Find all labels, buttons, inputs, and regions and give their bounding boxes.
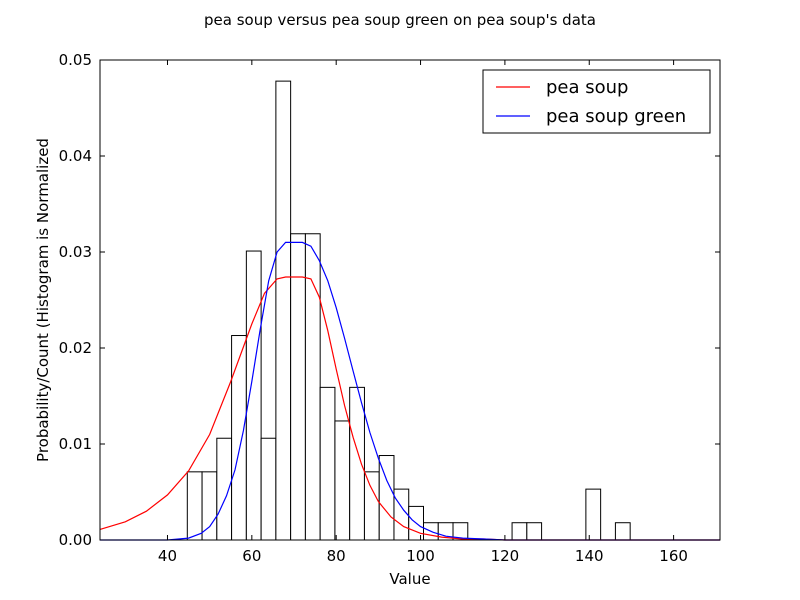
histogram-bars <box>186 80 631 541</box>
y-tick-label: 0.04 <box>59 147 92 165</box>
legend: pea soup pea soup green <box>482 69 711 134</box>
histogram-bar <box>275 80 292 541</box>
fitted-curves <box>99 241 720 541</box>
histogram-bar <box>526 522 543 541</box>
x-axis-label: Value <box>389 570 430 588</box>
y-axis-ticks: 0.00 0.01 0.02 0.03 0.04 0.05 <box>59 51 720 549</box>
histogram-bar <box>363 471 380 541</box>
plot-area <box>100 60 720 540</box>
x-tick-label: 80 <box>327 547 346 565</box>
y-tick-label: 0.05 <box>59 51 92 69</box>
series-line <box>100 241 720 541</box>
histogram-bar <box>334 420 351 541</box>
x-tick-label: 120 <box>491 547 520 565</box>
x-tick-label: 140 <box>575 547 604 565</box>
histogram-bar <box>378 455 395 541</box>
histogram-bar <box>216 437 233 541</box>
histogram-bar <box>186 471 203 541</box>
y-tick-label: 0.02 <box>59 339 92 357</box>
histogram-bar <box>231 335 247 541</box>
histogram-bar <box>290 233 306 541</box>
plot-frame <box>99 59 721 541</box>
chart-title: pea soup versus pea soup green on pea so… <box>204 11 596 29</box>
histogram-bar <box>201 471 218 541</box>
histogram-bar <box>319 386 336 541</box>
y-axis-label: Probability/Count (Histogram is Normaliz… <box>34 138 52 462</box>
y-tick-label: 0.01 <box>59 435 92 453</box>
histogram-bar <box>511 522 528 541</box>
y-tick-label: 0.00 <box>59 531 92 549</box>
histogram-bar <box>393 488 410 541</box>
legend-label-pea-soup-green: pea soup green <box>546 106 686 127</box>
legend-label-pea-soup: pea soup <box>546 77 628 98</box>
histogram-bar <box>304 233 321 541</box>
y-tick-label: 0.03 <box>59 243 92 261</box>
legend-frame <box>482 69 711 134</box>
x-tick-label: 60 <box>242 547 261 565</box>
histogram-bar <box>245 250 262 541</box>
x-axis-ticks: 40 60 80 100 120 140 160 <box>158 60 688 565</box>
histogram-bar <box>585 488 602 541</box>
x-tick-label: 40 <box>158 547 177 565</box>
x-tick-label: 160 <box>659 547 688 565</box>
histogram-bar <box>260 437 277 541</box>
x-tick-label: 100 <box>406 547 435 565</box>
histogram-bar <box>614 522 631 541</box>
histogram-bar <box>349 386 365 541</box>
